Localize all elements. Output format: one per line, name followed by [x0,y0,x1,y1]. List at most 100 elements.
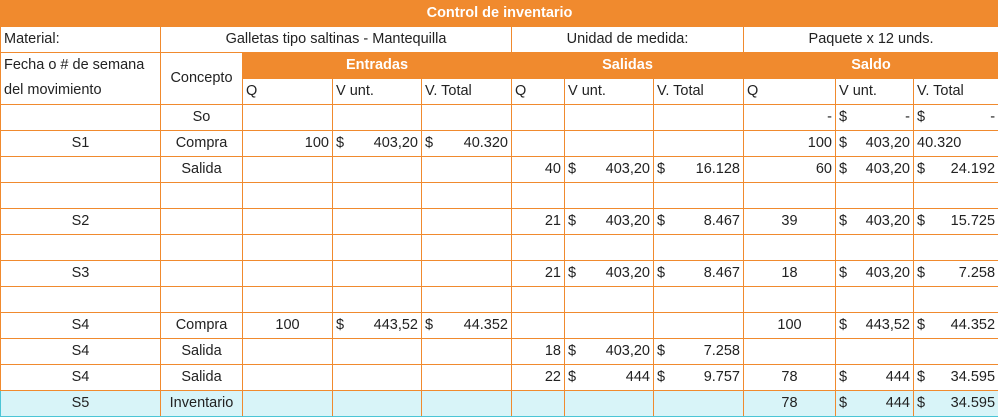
cell-evu [332,208,422,235]
cell-value: 403,20 [373,135,418,151]
cell-bvt: $24.192 [912,156,998,183]
currency-symbol: $ [657,161,666,177]
cell-bq: 78 [743,364,836,391]
material-value: Galletas tipo saltinas - Mantequilla [160,26,512,53]
cell-value: 444 [885,369,910,385]
cell-svu [564,234,654,261]
cell-evt [421,234,512,261]
cell-evu: $443,52 [332,312,422,339]
cell-fecha: S1 [0,130,161,157]
cell-value: 24.192 [950,161,996,177]
cell-sq: 18 [511,338,565,365]
currency-symbol: $ [657,343,666,359]
cell-evu [332,260,422,287]
salidas-vunt-header: V unt. [564,78,654,105]
salidas-q-header: Q [511,78,565,105]
cell-value: 403,20 [605,265,650,281]
cell-fecha [0,156,161,183]
table-row: S4 Salida 22 $444 $9.757 78 $444 $34.595 [0,364,998,391]
cell-value: 443,52 [865,317,910,333]
cell-svu: $444 [564,364,654,391]
cell-evt: $40.320 [421,130,512,157]
cell-evt [421,182,512,209]
material-label: Material: [0,26,161,53]
cell-evt [421,364,512,391]
cell-eq [242,286,333,313]
cell-fecha: S4 [0,364,161,391]
cell-eq [242,338,333,365]
cell-bq [743,182,836,209]
cell-evt [421,208,512,235]
cell-svu [564,104,654,131]
cell-concepto: So [160,104,243,131]
cell-eq: 100 [242,130,333,157]
cell-value: 16.128 [695,161,740,177]
concepto-header: Concepto [160,52,243,105]
cell-evu [332,156,422,183]
currency-symbol: $ [657,213,666,229]
cell-evu [332,338,422,365]
cell-svt [653,390,744,417]
cell-value: 443,52 [373,317,418,333]
cell-value: 15.725 [950,213,996,229]
cell-bvt: $15.725 [912,208,998,235]
cell-sq [511,130,565,157]
cell-svt: $9.757 [653,364,744,391]
saldo-vtotal-header: V. Total [912,78,998,105]
cell-value: 403,20 [605,213,650,229]
cell-svt: $16.128 [653,156,744,183]
cell-bq: 60 [743,156,836,183]
cell-concepto: Inventario [160,390,243,417]
cell-value: 34.595 [950,395,996,411]
cell-fecha: S3 [0,260,161,287]
cell-value: 40.320 [463,135,508,151]
cell-concepto: Compra [160,312,243,339]
cell-svt [653,182,744,209]
table-row: S5 Inventario 78 $444 $34.595 [0,390,998,417]
cell-bq [743,338,836,365]
cell-svt: $8.467 [653,260,744,287]
cell-bvu [835,338,914,365]
currency-symbol: $ [917,109,926,125]
cell-bvt [912,234,998,261]
saldo-vunt-header: V unt. [835,78,914,105]
cell-evt [421,286,512,313]
cell-value: 444 [885,395,910,411]
cell-bvt [912,338,998,365]
cell-svt [653,234,744,261]
cell-value: 403,20 [865,213,910,229]
cell-fecha [0,234,161,261]
cell-eq [242,156,333,183]
cell-concepto: Salida [160,156,243,183]
cell-value: 9.757 [703,369,740,385]
cell-bq: 18 [743,260,836,287]
cell-eq [242,260,333,287]
entradas-q-header: Q [242,78,333,105]
fecha-header: Fecha o # de semana del movimiento [0,52,161,105]
cell-svt [653,130,744,157]
currency-symbol: $ [568,213,577,229]
cell-evu [332,390,422,417]
currency-symbol: $ [568,369,577,385]
cell-value: 444 [625,369,650,385]
cell-bvt: $34.595 [912,364,998,391]
currency-symbol: $ [336,135,345,151]
currency-symbol: $ [917,369,926,385]
cell-svt [653,286,744,313]
cell-fecha: S5 [0,390,161,417]
table-row [0,234,998,261]
currency-symbol: $ [917,265,926,281]
cell-bq [743,286,836,313]
cell-bvt [912,182,998,209]
cell-concepto: Salida [160,338,243,365]
unit-value: Paquete x 12 unds. [742,26,998,53]
cell-eq [242,104,333,131]
cell-eq [242,364,333,391]
salidas-header: Salidas [511,52,744,79]
cell-eq [242,390,333,417]
currency-symbol: $ [839,109,848,125]
cell-concepto [160,286,243,313]
cell-evu [332,104,422,131]
cell-sq: 40 [511,156,565,183]
